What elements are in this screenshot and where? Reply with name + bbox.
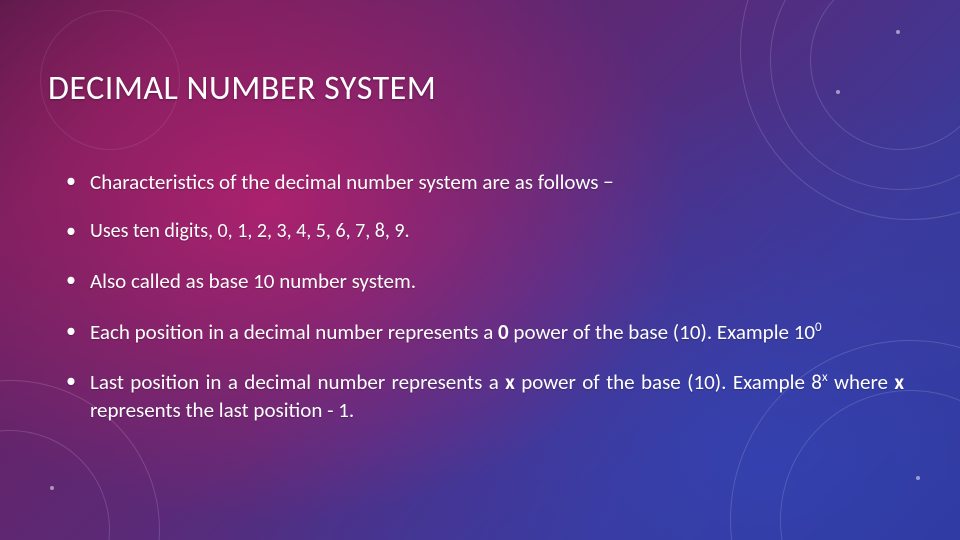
decorative-dot — [896, 30, 900, 34]
superscript: 0 — [815, 320, 822, 335]
decorative-arc — [770, 0, 960, 190]
bullet-text: Each position in a decimal number repres… — [90, 319, 498, 345]
bullet-list: Characteristics of the decimal number sy… — [62, 168, 904, 425]
decorative-dot — [916, 476, 920, 480]
bold-text: x — [505, 369, 515, 395]
bold-text: 0 — [498, 319, 509, 345]
bullet-text: power of the base (10). Example 10 — [509, 319, 815, 345]
bullet-text: Last position in a decimal number repres… — [90, 369, 505, 395]
bold-text: x — [894, 369, 904, 395]
bullet-text: where — [828, 369, 895, 395]
bullet-item: Each position in a decimal number repres… — [62, 318, 904, 346]
slide-body: Characteristics of the decimal number sy… — [62, 168, 904, 447]
bullet-item: Characteristics of the decimal number sy… — [62, 168, 904, 196]
slide-title: DECIMAL NUMBER SYSTEM — [48, 68, 436, 109]
bullet-text: represents the last position - 1. — [90, 397, 354, 423]
slide: DECIMAL NUMBER SYSTEM Characteristics of… — [0, 0, 960, 540]
decorative-dot — [50, 486, 54, 490]
bullet-item: Uses ten digits, 0, 1, 2, 3, 4, 5, 6, 7,… — [62, 218, 904, 245]
decorative-dot — [836, 90, 840, 94]
bullet-item: Also called as base 10 number system. — [62, 267, 904, 295]
decorative-arc — [810, 0, 960, 150]
bullet-item: Last position in a decimal number repres… — [62, 368, 904, 425]
bullet-text: power of the base (10). Example 8 — [515, 369, 822, 395]
